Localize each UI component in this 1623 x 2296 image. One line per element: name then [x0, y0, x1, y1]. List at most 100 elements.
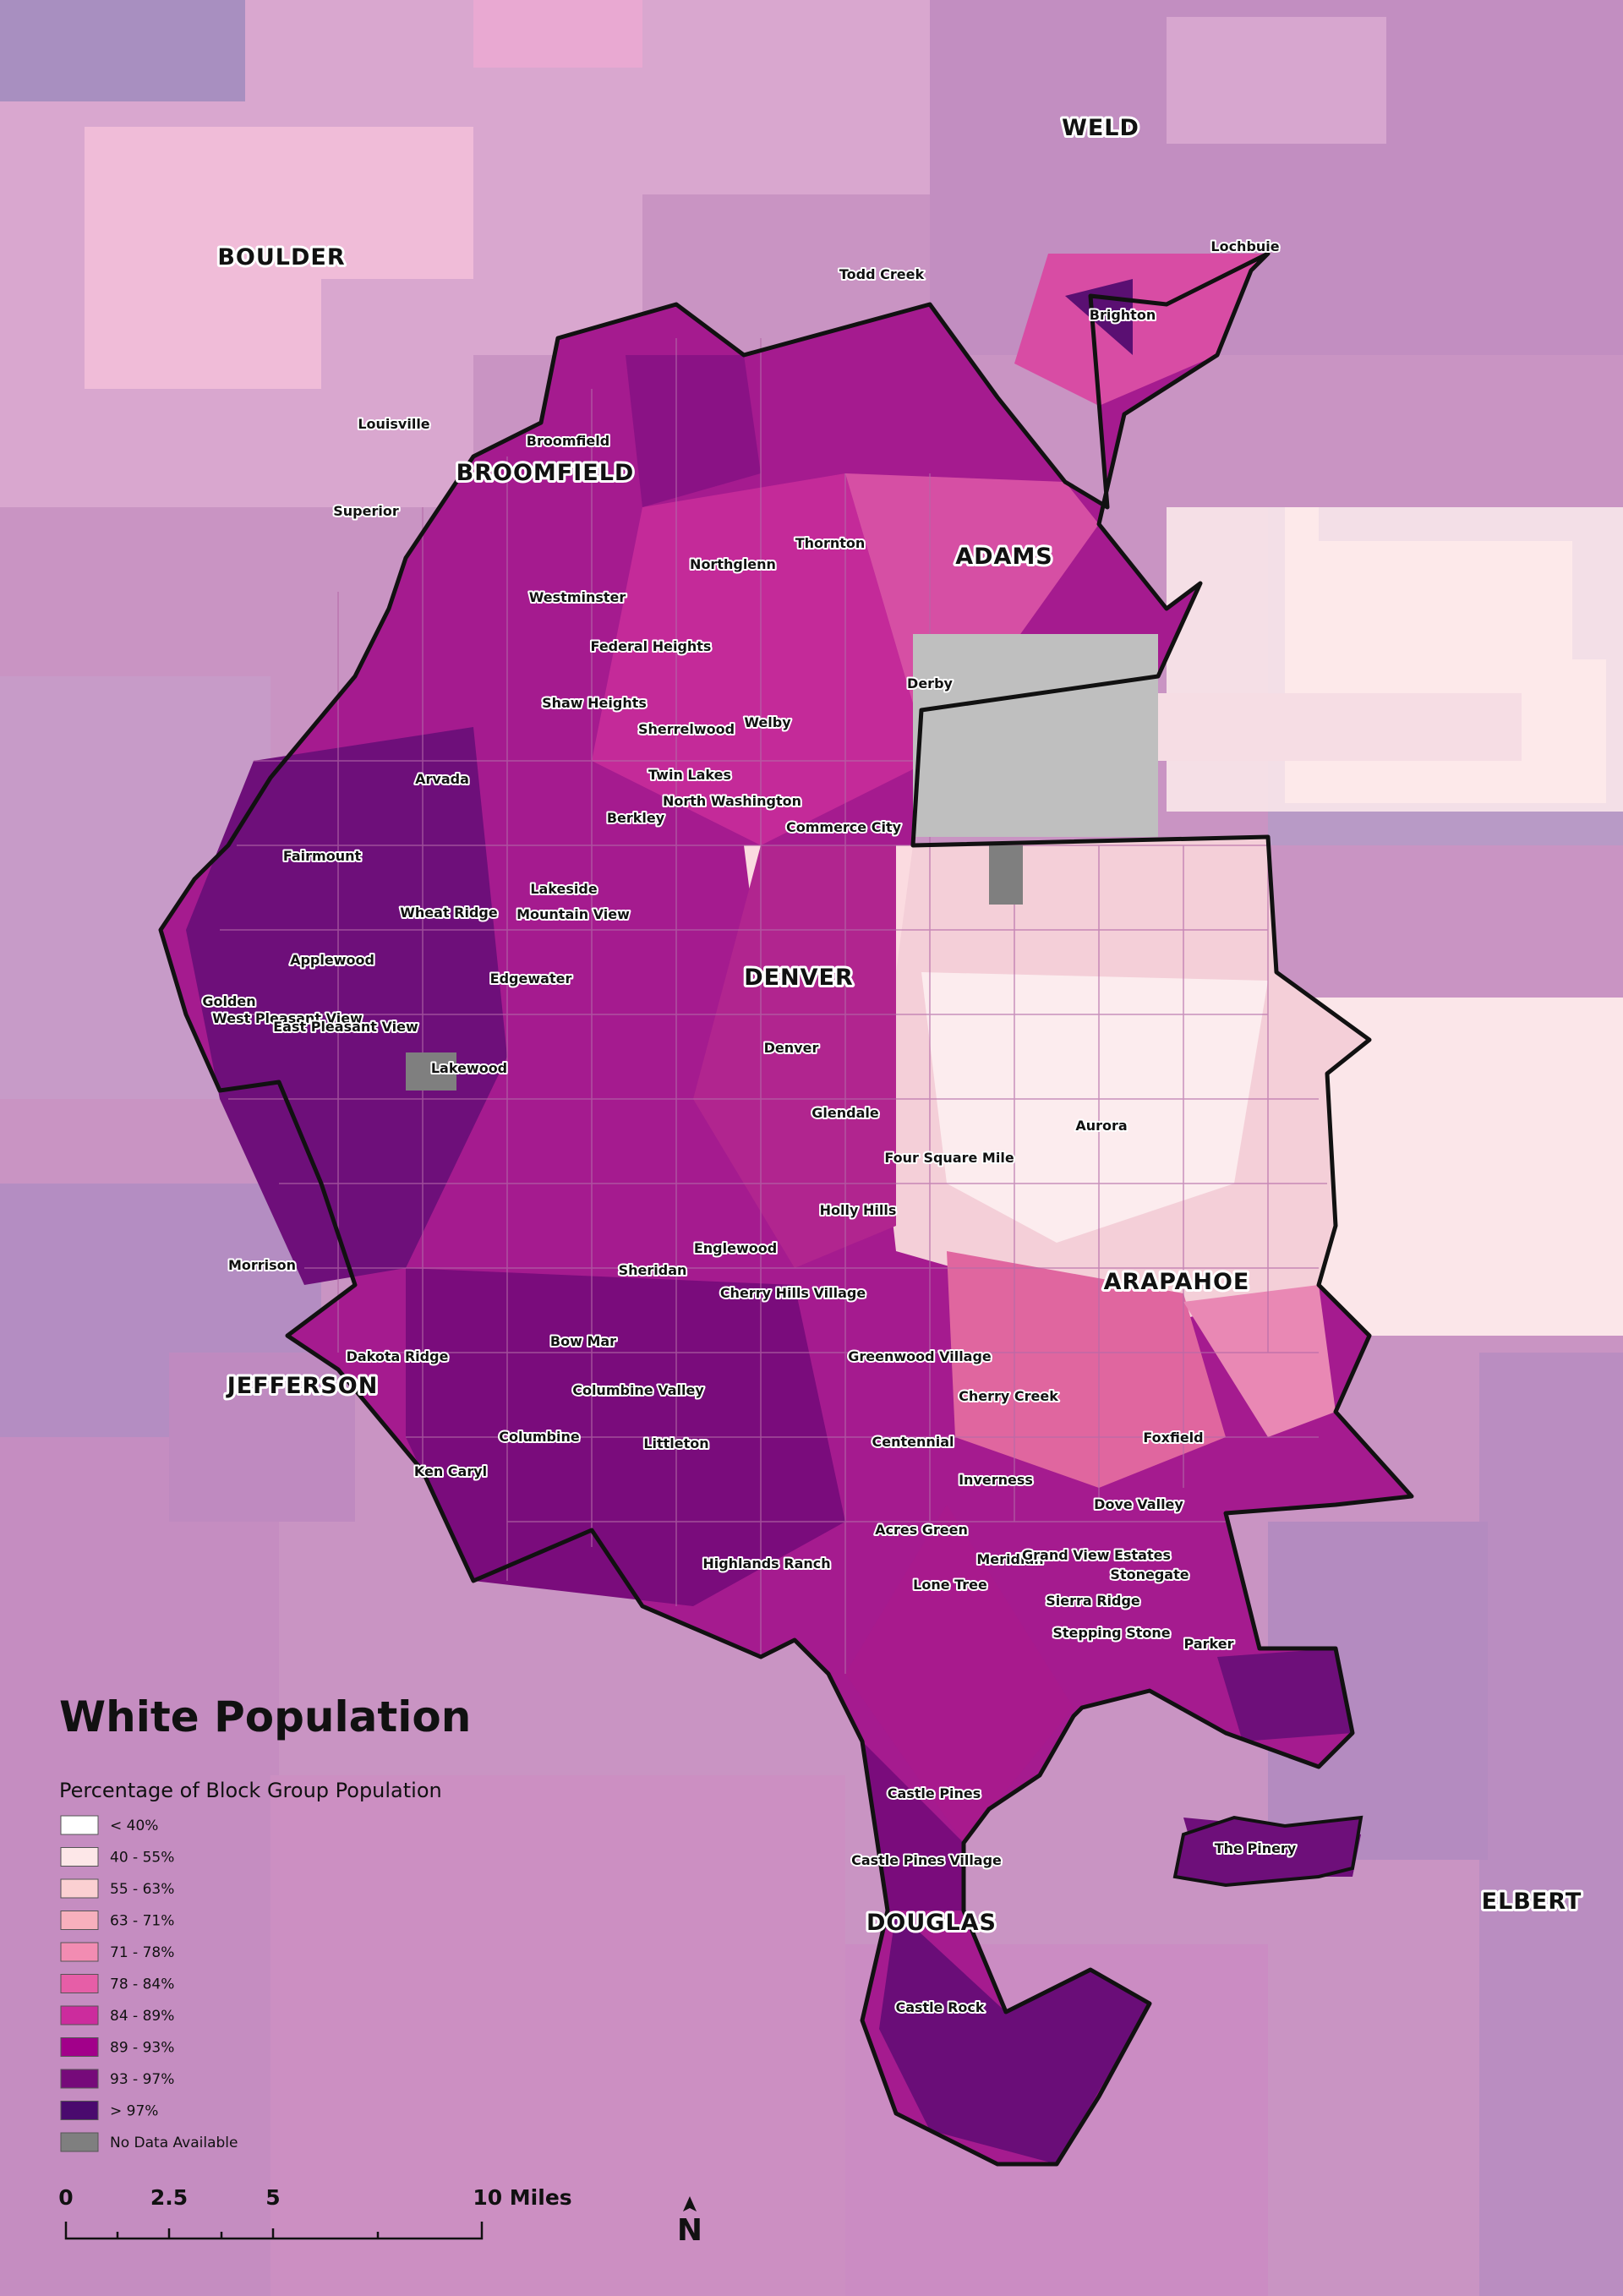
scale-tick-2-5: 2.5: [150, 2185, 188, 2210]
place-label: North Washington: [663, 793, 801, 809]
place-label: Lakeside: [530, 881, 598, 897]
place-label: Mountain View: [516, 906, 630, 922]
legend-label: 93 - 97%: [110, 2071, 174, 2088]
legend-label: 89 - 93%: [110, 2040, 174, 2057]
place-label: Grand View Estates: [1022, 1547, 1171, 1563]
place-label: Dakota Ridge: [347, 1348, 449, 1364]
place-label: Sheridan: [619, 1262, 687, 1278]
place-label: Thornton: [795, 535, 866, 551]
place-label: Bow Mar: [550, 1333, 616, 1349]
county-label-adams: ADAMS: [955, 544, 1053, 570]
north-label: N: [677, 2213, 702, 2248]
county-label-douglas: DOUGLAS: [866, 1910, 997, 1936]
place-label: Holly Hills: [820, 1202, 897, 1218]
place-label: Berkley: [607, 810, 665, 826]
legend-swatch: [60, 2037, 99, 2057]
legend-label: 84 - 89%: [110, 2008, 174, 2025]
place-label: Federal Heights: [591, 638, 712, 654]
legend-swatch: [60, 1815, 99, 1835]
place-label: Superior: [333, 503, 399, 519]
place-label: Westminster: [529, 589, 626, 605]
place-label: Cherry Creek: [959, 1388, 1058, 1404]
scale-bar: 0 2.5 5 10 Miles: [58, 2185, 572, 2240]
place-label: Wheat Ridge: [400, 905, 498, 921]
legend-label: No Data Available: [110, 2135, 238, 2151]
place-label: Sherrelwood: [638, 721, 735, 737]
place-label: Applewood: [290, 952, 374, 968]
place-label: Columbine: [499, 1429, 580, 1445]
place-label: Castle Pines: [888, 1785, 981, 1801]
place-label: Foxfield: [1143, 1430, 1203, 1446]
place-label: Highlands Ranch: [702, 1555, 830, 1572]
map-title: White Population: [59, 1692, 471, 1741]
place-label: Arvada: [415, 771, 469, 787]
place-label: Brighton: [1090, 307, 1156, 323]
place-label: Englewood: [694, 1240, 777, 1256]
place-label: Twin Lakes: [648, 767, 731, 783]
legend-swatch: [60, 2005, 99, 2025]
place-label: Louisville: [358, 416, 429, 432]
place-label: Sierra Ridge: [1046, 1593, 1140, 1609]
place-label: Lochbuie: [1210, 238, 1279, 254]
place-label: The Pinery: [1215, 1840, 1297, 1856]
place-label: Inverness: [959, 1472, 1033, 1488]
north-arrow: N: [677, 2196, 702, 2248]
legend-label: 40 - 55%: [110, 1850, 174, 1867]
scale-tick-10-miles: 10 Miles: [473, 2185, 571, 2210]
place-label: Glendale: [812, 1105, 879, 1121]
place-label: Todd Creek: [839, 266, 925, 282]
place-label: Centennial: [872, 1434, 954, 1450]
place-label: Columbine Valley: [572, 1382, 704, 1398]
legend-subtitle: Percentage of Block Group Population: [59, 1779, 442, 1802]
place-label: Fairmount: [283, 848, 362, 864]
metro-study-area: [158, 251, 1414, 2167]
legend-panel: White Population Percentage of Block Gro…: [59, 1692, 471, 2152]
county-label-boulder: BOULDER: [217, 244, 345, 271]
place-label: East Pleasant View: [273, 1019, 418, 1035]
place-label: Welby: [744, 714, 791, 730]
place-label: Dove Valley: [1094, 1496, 1183, 1512]
place-label: Stonegate: [1110, 1566, 1189, 1583]
legend-swatch: [60, 1942, 99, 1962]
legend-items: < 40% 40 - 55% 55 - 63% 63 - 71% 71 - 78% 78 …: [60, 1815, 238, 2152]
county-labels: WELD BOULDER BROOMFIELD ADAMS DENVER ARA…: [215, 112, 1583, 1938]
legend-label: 71 - 78%: [110, 1944, 174, 1961]
place-label: Lone Tree: [913, 1577, 987, 1593]
legend-label: > 97%: [110, 2103, 158, 2120]
legend-swatch: [60, 1911, 99, 1930]
place-label: Greenwood Village: [848, 1348, 992, 1364]
legend-swatch: [60, 2069, 99, 2089]
county-label-jefferson: JEFFERSON: [226, 1373, 379, 1399]
place-label: Denver: [764, 1040, 819, 1056]
place-label: Edgewater: [490, 970, 572, 987]
county-label-arapahoe: ARAPAHOE: [1104, 1269, 1250, 1295]
place-label: Morrison: [228, 1257, 296, 1273]
place-label: Four Square Mile: [884, 1150, 1014, 1166]
legend-label: 55 - 63%: [110, 1881, 174, 1898]
place-label: Cherry Hills Village: [720, 1285, 866, 1301]
county-label-broomfield: BROOMFIELD: [456, 460, 635, 486]
legend-label: 63 - 71%: [110, 1913, 174, 1930]
legend-label: 78 - 84%: [110, 1976, 174, 1993]
county-label-denver: DENVER: [744, 965, 854, 991]
legend-swatch: [60, 2101, 99, 2120]
place-label: Ken Caryl: [414, 1463, 487, 1479]
place-label: Castle Pines Village: [851, 1852, 1002, 1868]
scale-tick-5: 5: [265, 2185, 280, 2210]
place-label: Stepping Stone: [1052, 1625, 1170, 1641]
no-data-airport-area: [913, 634, 1158, 837]
place-label: Broomfield: [527, 433, 609, 449]
place-label: Castle Rock: [895, 1999, 984, 2015]
place-label: Acres Green: [875, 1522, 968, 1538]
legend-swatch: [60, 2132, 99, 2152]
legend-label: < 40%: [110, 1818, 158, 1834]
scale-tick-0: 0: [58, 2185, 73, 2210]
place-label: Commerce City: [786, 819, 902, 835]
place-label: Meridian: [976, 1551, 1043, 1567]
legend-swatch: [60, 1974, 99, 1993]
county-label-elbert: ELBERT: [1482, 1889, 1582, 1915]
place-label: Lakewood: [431, 1060, 507, 1076]
county-label-weld: WELD: [1062, 115, 1139, 141]
place-label: Golden: [202, 993, 255, 1009]
